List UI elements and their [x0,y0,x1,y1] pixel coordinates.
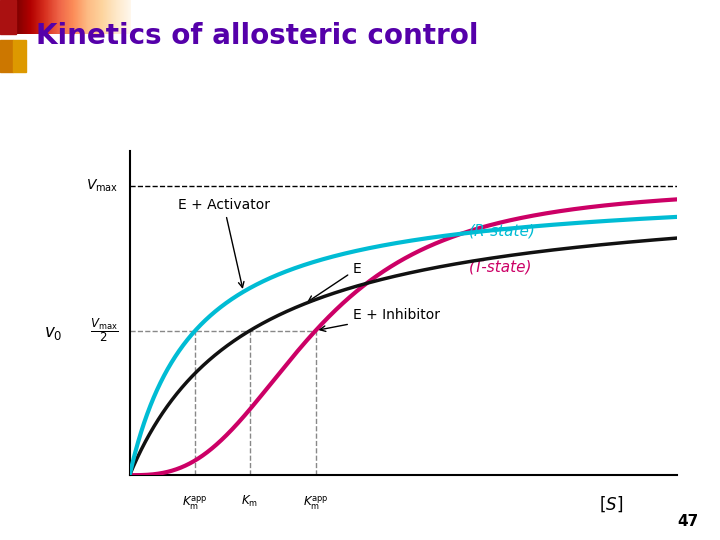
Text: E: E [308,262,361,301]
Text: 47: 47 [677,514,698,529]
Text: $K_{\rm m}$: $K_{\rm m}$ [241,494,258,509]
Text: (T-state): (T-state) [469,259,532,274]
Text: $V_{\rm max}$: $V_{\rm max}$ [86,178,119,194]
Text: $\dfrac{V_{\rm max}}{2}$: $\dfrac{V_{\rm max}}{2}$ [90,316,119,345]
Bar [0,0,16,34]
Text: E + Activator: E + Activator [178,198,270,287]
Bar [13,40,26,72]
Text: $v_0$: $v_0$ [44,323,62,342]
Text: $[S]$: $[S]$ [599,494,624,514]
Text: (R-state): (R-state) [469,223,536,238]
Text: $K_{\rm m}^{\rm app}$: $K_{\rm m}^{\rm app}$ [182,494,208,511]
Text: E + Inhibitor: E + Inhibitor [320,308,440,332]
Text: Kinetics of allosteric control: Kinetics of allosteric control [36,22,479,50]
Bar [0,40,13,72]
Text: $K_{\rm m}^{\rm app}$: $K_{\rm m}^{\rm app}$ [303,494,328,511]
